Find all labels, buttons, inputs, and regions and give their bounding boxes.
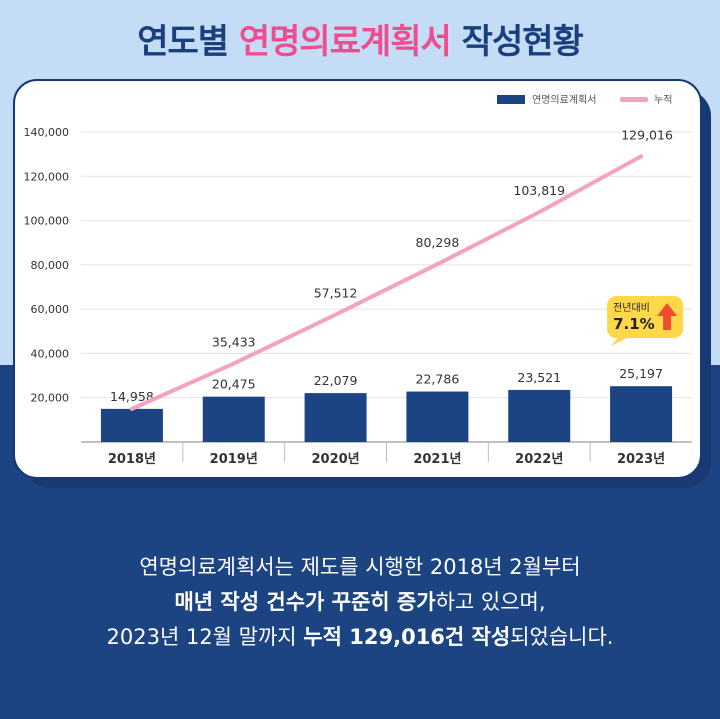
y-tick-label: 120,000 bbox=[24, 170, 70, 183]
y-tick-label: 40,000 bbox=[31, 347, 70, 360]
description-line3-pre: 2023년 12월 말까지 bbox=[106, 625, 304, 649]
page-title: 연도별 연명의료계획서 작성현황 bbox=[0, 14, 720, 63]
description-line3: 2023년 12월 말까지 누적 129,016건 작성되었습니다. bbox=[0, 620, 720, 655]
y-tick-label: 80,000 bbox=[31, 259, 70, 272]
line-value-label: 80,298 bbox=[416, 235, 460, 250]
description-line2-rest: 하고 있으며, bbox=[435, 590, 546, 614]
x-tick-label: 2023년 bbox=[617, 452, 665, 467]
legend-label-bar: 연명의료계획서 bbox=[532, 94, 596, 106]
bar-value-label: 25,197 bbox=[619, 366, 663, 381]
bar-value-label: 23,521 bbox=[517, 370, 561, 385]
y-tick-label: 140,000 bbox=[24, 126, 70, 139]
bar-value-label: 20,475 bbox=[212, 377, 256, 392]
title-part1: 연도별 bbox=[137, 22, 239, 62]
chart: 20,000 40,000 60,000 80,000 100,000 120,000 14… bbox=[24, 94, 692, 467]
y-tick-label: 60,000 bbox=[31, 303, 70, 316]
legend-swatch-line bbox=[620, 97, 648, 102]
bar-value-label: 14,958 bbox=[110, 389, 154, 404]
x-tick-label: 2022년 bbox=[515, 452, 563, 467]
description-line3-bold: 누적 129,016건 작성 bbox=[303, 625, 511, 649]
bar bbox=[406, 391, 469, 442]
yoy-badge-value: 7.1% bbox=[613, 315, 655, 333]
yoy-badge-tail bbox=[611, 336, 632, 346]
legend-swatch-bar bbox=[497, 95, 525, 104]
x-tick-label: 2020년 bbox=[312, 452, 360, 467]
bar bbox=[304, 393, 367, 442]
bar bbox=[202, 396, 265, 442]
line-value-label: 103,819 bbox=[513, 183, 565, 198]
arrow-up-icon bbox=[657, 303, 678, 330]
cumulative-line bbox=[129, 154, 644, 411]
description-line1: 연명의료계획서는 제도를 시행한 2018년 2월부터 bbox=[139, 555, 581, 579]
description-line2-bold: 매년 작성 건수가 꾸준히 증가 bbox=[174, 590, 436, 614]
bar-value-label: 22,079 bbox=[314, 373, 358, 388]
bar bbox=[100, 408, 163, 442]
bar-value-label: 22,786 bbox=[416, 372, 460, 387]
chart-card: 20,000 40,000 60,000 80,000 100,000 120,000 14… bbox=[13, 79, 702, 479]
line-value-label: 57,512 bbox=[314, 286, 358, 301]
bar bbox=[610, 386, 673, 442]
yoy-badge-label: 전년대비 bbox=[613, 302, 650, 314]
title-part2: 작성현황 bbox=[450, 22, 584, 62]
line-value-label: 129,016 bbox=[621, 127, 673, 142]
line-value-label: 35,433 bbox=[212, 335, 256, 350]
y-tick-label: 100,000 bbox=[24, 215, 70, 228]
description-line3-rest: 되었습니다. bbox=[510, 625, 614, 649]
bar bbox=[508, 389, 571, 442]
description-line2: 매년 작성 건수가 꾸준히 증가하고 있으며, bbox=[0, 585, 720, 620]
legend-label-line: 누적 bbox=[654, 94, 672, 106]
description: 연명의료계획서는 제도를 시행한 2018년 2월부터 매년 작성 건수가 꾸준… bbox=[0, 550, 720, 655]
x-tick-label: 2018년 bbox=[108, 452, 156, 467]
x-tick-label: 2021년 bbox=[413, 452, 461, 467]
title-highlight: 연명의료계획서 bbox=[238, 22, 452, 62]
x-tick-label: 2019년 bbox=[210, 452, 258, 467]
y-tick-label: 20,000 bbox=[31, 392, 70, 405]
